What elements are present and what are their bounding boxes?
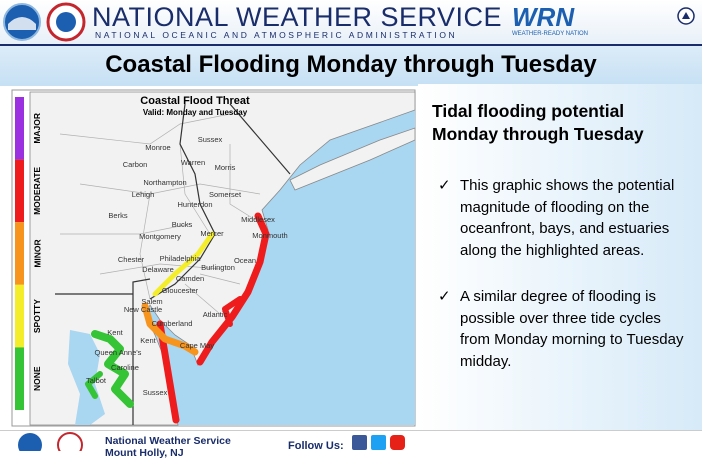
footer-logos (18, 432, 83, 451)
place-label: Delaware (142, 265, 174, 274)
legend-swatch (15, 347, 24, 410)
twitter-icon[interactable] (371, 435, 386, 450)
legend-label: MODERATE (32, 167, 42, 215)
map: Coastal Flood Threat Valid: Monday and T… (11, 89, 416, 427)
check-mark: ✓ (438, 288, 451, 305)
place-label: Kent (107, 328, 123, 337)
wrn-logo: WRN (512, 2, 575, 32)
place-label: Montgomery (139, 232, 181, 241)
threat-shading (85, 212, 270, 424)
agency-name: NATIONAL WEATHER SERVICE (92, 2, 503, 32)
check-mark: ✓ (438, 177, 451, 194)
youtube-icon[interactable] (390, 435, 405, 450)
legend-swatch (15, 97, 24, 160)
place-label: Caroline (111, 363, 139, 372)
place-label: Warren (181, 158, 205, 167)
place-label: Camden (176, 274, 204, 283)
place-label: Sussex (143, 388, 168, 397)
place-label: Northampton (143, 178, 186, 187)
place-label: Morris (215, 163, 236, 172)
footer (0, 430, 702, 452)
bullet: ✓ This graphic shows the potential magnit… (438, 175, 688, 259)
legend-swatch (15, 284, 24, 348)
slide-title: Coastal Flooding Monday through Tuesday (105, 51, 597, 78)
footer-location: Mount Holly, NJ (105, 447, 184, 459)
wrn-tagline: WEATHER-READY NATION (512, 31, 589, 37)
place-label: Chester (118, 255, 145, 264)
place-label: Queen Anne's (95, 348, 142, 357)
place-label: Salem (141, 297, 162, 306)
legend-label: MAJOR (32, 113, 42, 144)
place-label: Lehigh (132, 190, 155, 199)
place-label: Philadelphia (160, 254, 202, 263)
follow-label: Follow Us: (288, 440, 344, 452)
footer-office: National Weather Service (105, 435, 231, 447)
place-label: Ocean (234, 256, 256, 265)
bullet-text: This graphic shows the potential magnitu… (460, 177, 675, 259)
place-label: Burlington (201, 263, 235, 272)
place-label: Monroe (145, 143, 170, 152)
county-lines (59, 113, 263, 315)
place-label: Cape May (180, 341, 214, 350)
place-label: Cumberland (152, 319, 193, 328)
place-label: Sussex (198, 135, 223, 144)
place-label: Hunterdon (177, 200, 212, 209)
place-label: New Castle (124, 305, 162, 314)
state-borders (55, 103, 291, 425)
place-label: Middlesex (241, 215, 275, 224)
social-icons (352, 435, 405, 450)
long-island (289, 127, 416, 191)
legend-swatch (15, 222, 24, 285)
place-label: Monmouth (252, 231, 287, 240)
place-label: Talbot (86, 376, 107, 385)
place-label: Bucks (172, 220, 193, 229)
map-title: Coastal Flood Threat (140, 95, 250, 107)
map-subtitle: Valid: Monday and Tuesday (143, 108, 248, 117)
legend-label: SPOTTY (32, 299, 42, 333)
place-label: Carbon (123, 160, 148, 169)
legend: MAJOR MODERATE MINOR SPOTTY NONE (15, 97, 42, 410)
place-label: Atlantic (203, 310, 228, 319)
header-logos (3, 2, 86, 42)
chesapeake (68, 330, 105, 425)
bullet-text: A similar degree of flooding is possible… (460, 288, 684, 370)
legend-label: NONE (32, 366, 42, 391)
place-label: Somerset (209, 190, 242, 199)
text-panel (418, 84, 702, 430)
place-label: Gloucester (162, 286, 199, 295)
place-labels: Sussex Monroe Warren Morris Carbon Northampto… (86, 135, 288, 397)
legend-label: MINOR (32, 239, 42, 267)
doc-icon (677, 7, 695, 25)
facebook-icon[interactable] (352, 435, 367, 450)
legend-swatch (15, 159, 24, 223)
place-label: Kent (140, 336, 156, 345)
place-label: Mercer (200, 229, 224, 238)
bullet: ✓ A similar degree of flooding is possibl… (438, 286, 688, 370)
place-label: Berks (108, 211, 127, 220)
title-bar (0, 44, 702, 86)
parent-agency: NATIONAL OCEANIC AND ATMOSPHERIC ADMINIS… (95, 30, 458, 40)
header-bar (0, 0, 702, 44)
panel-heading: Tidal flooding potential Monday through … (432, 101, 644, 144)
